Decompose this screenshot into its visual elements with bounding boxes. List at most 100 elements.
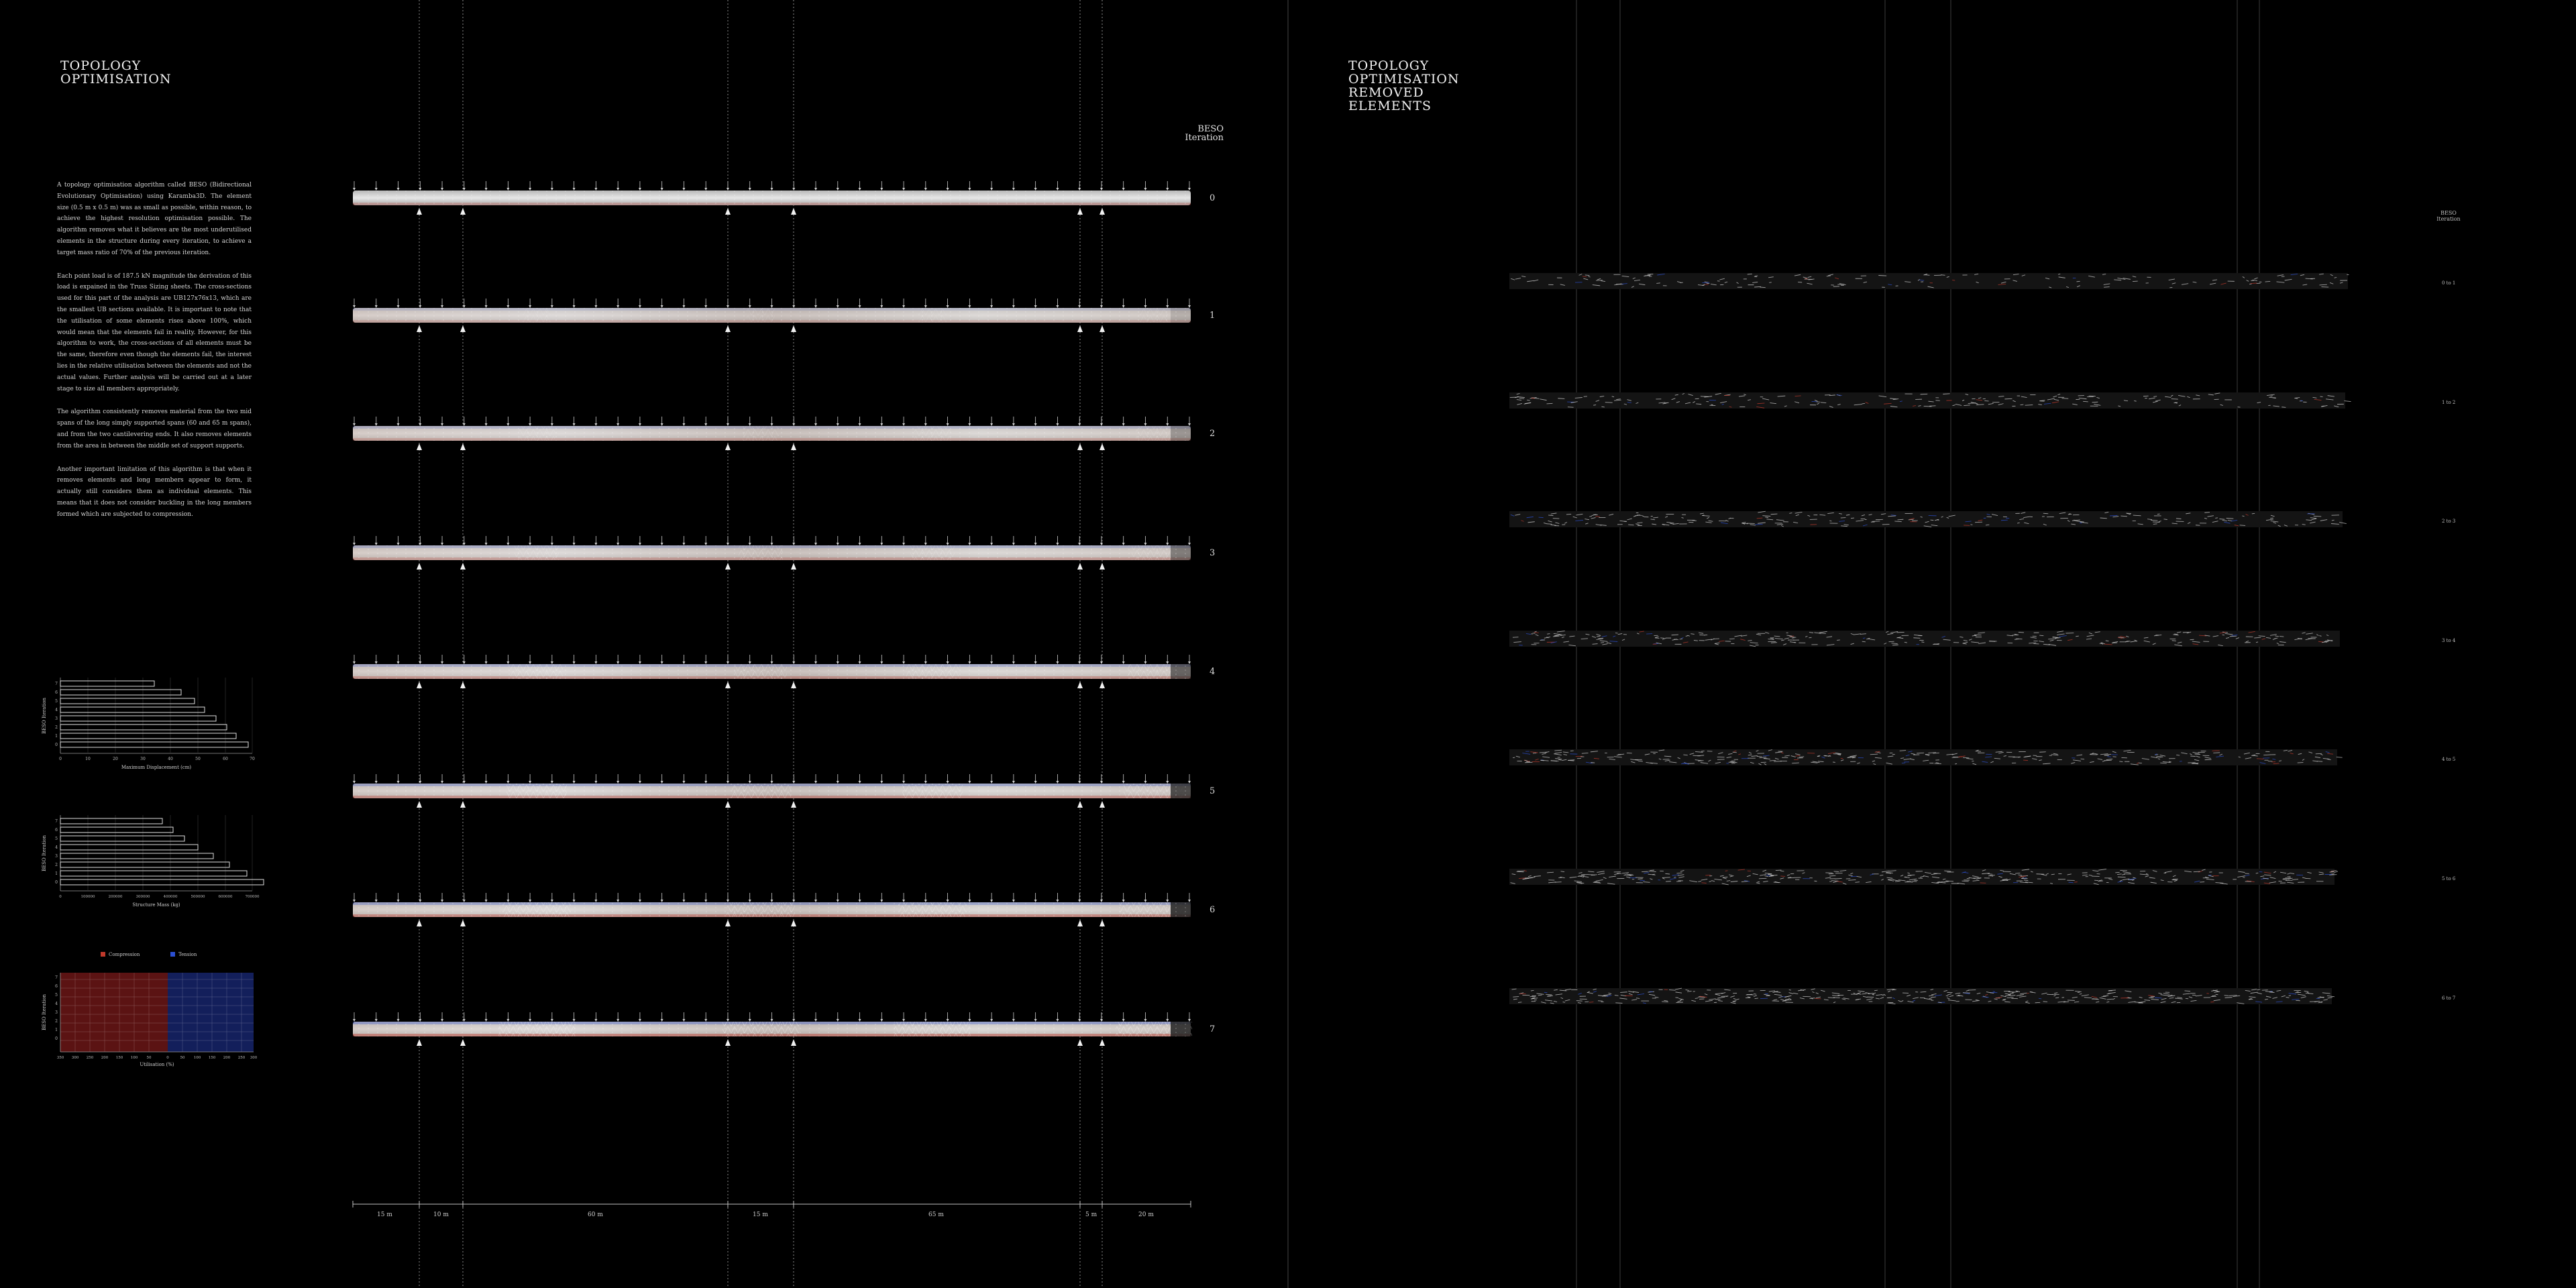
point-load-arrowhead — [902, 188, 906, 191]
removed-element — [2254, 637, 2261, 639]
removed-element — [2123, 278, 2131, 280]
point-load-arrowhead — [968, 188, 971, 191]
mass-ytick: 2 — [55, 863, 58, 867]
removed-element — [2101, 996, 2107, 998]
description-paragraph-4: Another important limitation of this alg… — [57, 466, 252, 518]
point-load-arrowhead — [990, 423, 994, 426]
removed-label-3: 2 to 3 — [2442, 519, 2456, 524]
removed-element — [1909, 878, 1917, 881]
removed-element — [1776, 523, 1784, 525]
removed-element — [2019, 881, 2028, 883]
support-triangle — [725, 325, 731, 332]
point-load-arrowhead — [374, 781, 378, 784]
removed-element — [2122, 878, 2130, 881]
utilisation-xtick: 200 — [101, 1056, 109, 1060]
support-triangle — [417, 325, 422, 332]
mesh-texture — [353, 1022, 1191, 1036]
removed-element — [1988, 1000, 1992, 1002]
support-triangle — [460, 443, 466, 450]
removed-element — [1949, 995, 1954, 998]
removed-element — [1812, 991, 1815, 994]
removed-element — [1527, 521, 1535, 523]
iteration-header: BESO Iteration — [1167, 125, 1224, 142]
removed-element — [1762, 869, 1767, 872]
support-triangle — [417, 1039, 422, 1046]
removed-element — [1762, 755, 1770, 757]
removed-element — [2284, 525, 2288, 527]
removed-element — [1790, 755, 1796, 757]
removed-element — [1691, 1000, 1697, 1002]
removed-element — [1746, 994, 1753, 996]
removed-element — [2102, 274, 2106, 275]
removed-element — [2104, 511, 2109, 514]
point-load-arrowhead — [1099, 543, 1103, 545]
support-triangle — [460, 682, 466, 688]
removed-element — [1862, 637, 1866, 639]
removed-element — [1714, 643, 1719, 645]
removed-element — [2096, 873, 2100, 875]
removed-element — [1554, 635, 1559, 637]
removed-element — [1881, 870, 1890, 873]
removed-element — [1892, 398, 1899, 400]
removed-element — [1820, 989, 1825, 992]
removed-element — [1684, 402, 1691, 405]
dimension-label-4: 15 m — [753, 1212, 768, 1218]
removed-element — [1768, 639, 1774, 641]
removed-element — [2319, 284, 2327, 286]
point-load-arrowhead — [1034, 305, 1037, 308]
point-load-arrowhead — [1056, 781, 1059, 784]
removed-element — [1546, 402, 1553, 405]
point-load-arrowhead — [946, 305, 949, 308]
removed-element — [2246, 280, 2249, 282]
left-title-line2: OPTIMISATION — [60, 72, 172, 87]
removed-element — [1695, 998, 1699, 999]
point-load-arrowhead — [484, 305, 488, 308]
support-triangle — [460, 1039, 466, 1046]
removed-element — [2245, 514, 2249, 516]
removed-element — [2171, 282, 2176, 284]
removed-element — [1662, 877, 1665, 879]
removed-element — [1704, 396, 1713, 398]
point-load-arrowhead — [484, 661, 488, 664]
removed-element — [1601, 280, 1606, 282]
point-load-arrowhead — [968, 781, 971, 784]
removed-element — [2177, 997, 2182, 999]
removed-element — [1768, 873, 1774, 876]
removed-element — [1535, 634, 1539, 637]
removed-element — [1768, 749, 1773, 751]
removed-element — [1677, 1000, 1682, 1002]
removed-element — [1705, 1000, 1713, 1002]
point-load-arrowhead — [353, 188, 356, 191]
removed-element — [1550, 641, 1557, 643]
removed-element — [1780, 875, 1786, 877]
removed-element — [2196, 394, 2200, 396]
point-load-arrowhead — [1034, 661, 1037, 664]
point-load-arrowhead — [529, 305, 532, 308]
removed-element — [2249, 996, 2256, 998]
removed-element — [1918, 405, 1921, 407]
removed-element — [1759, 757, 1767, 759]
removed-element — [1807, 282, 1813, 285]
removed-element — [2162, 761, 2171, 763]
removed-element — [1750, 761, 1754, 764]
removed-element — [2305, 278, 2313, 280]
removed-element — [1887, 755, 1894, 757]
removed-element — [1662, 637, 1666, 640]
removed-element — [1681, 517, 1684, 519]
displacement-ytick: 0 — [55, 743, 58, 747]
point-load-arrowhead — [858, 781, 861, 784]
removed-element — [2123, 749, 2131, 752]
removed-element — [2262, 877, 2269, 879]
removed-element — [1648, 871, 1656, 873]
removed-element — [1854, 633, 1862, 635]
point-load-arrowhead — [353, 543, 356, 545]
removed-element — [1872, 994, 1875, 996]
support-triangle — [460, 208, 466, 215]
removed-element — [1697, 755, 1705, 757]
removed-element — [1603, 994, 1611, 996]
removed-element — [1908, 519, 1914, 521]
removed-element — [2000, 869, 2004, 871]
point-load-arrowhead — [836, 543, 839, 545]
utilisation-xtick: 300 — [250, 1056, 258, 1060]
removed-element — [2196, 755, 2200, 758]
